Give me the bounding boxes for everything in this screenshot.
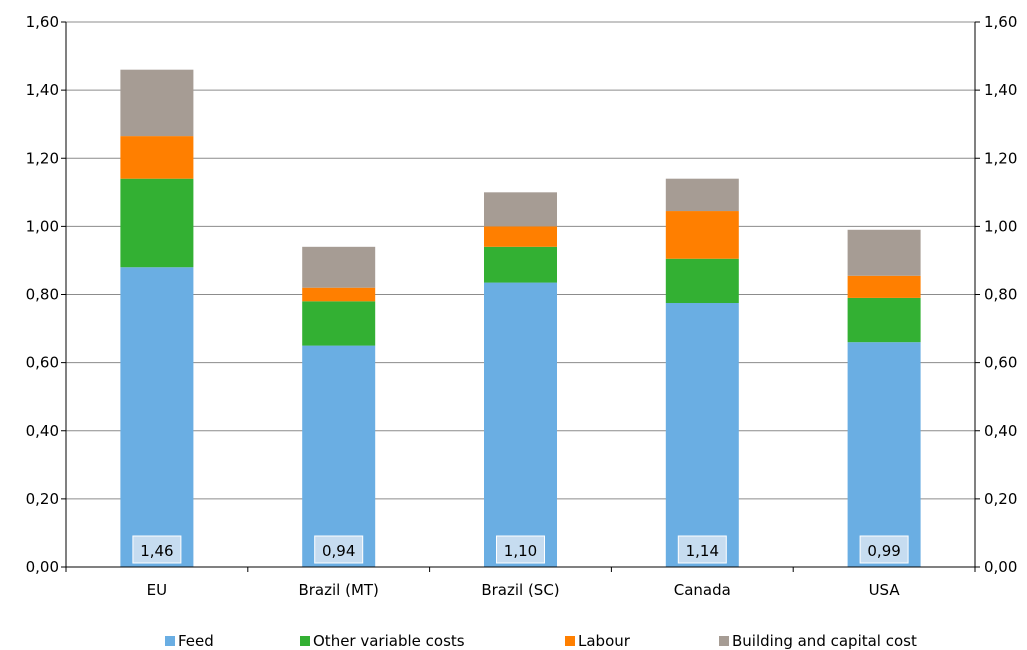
- y-tick-label-right: 0,20: [984, 490, 1017, 508]
- legend-label: Labour: [578, 632, 631, 650]
- legend-label: Building and capital cost: [732, 632, 917, 650]
- total-label: 0,94: [322, 542, 355, 560]
- bar-segment: [302, 246, 376, 288]
- bar-segment: [120, 69, 194, 137]
- legend-swatch: [719, 636, 729, 646]
- y-tick-label-left: 0,40: [26, 422, 59, 440]
- y-tick-label-left: 0,80: [26, 286, 59, 304]
- axes: 0,00 0,00 0,20 0,20 0,40 0,40 0,60 0,60 0,80 0,80…: [26, 13, 1018, 599]
- bar-segment: [302, 301, 376, 346]
- bar-segment: [120, 136, 194, 179]
- bar-segment: [120, 267, 194, 567]
- bar-segment: [484, 192, 557, 227]
- x-category-label: Brazil (SC): [481, 581, 559, 599]
- bar-segment: [665, 258, 739, 304]
- y-tick-label-right: 1,00: [984, 217, 1017, 235]
- y-tick-label-right: 1,60: [984, 13, 1017, 31]
- legend-swatch: [300, 636, 310, 646]
- bar-segment: [484, 226, 557, 247]
- y-tick-label-left: 1,00: [26, 217, 59, 235]
- y-tick-label-right: 1,20: [984, 149, 1017, 167]
- bar-segment: [120, 178, 194, 268]
- total-label: 0,99: [867, 542, 900, 560]
- total-label-box: [314, 535, 364, 564]
- x-category-label: Brazil (MT): [298, 581, 378, 599]
- bar-segment: [665, 178, 739, 212]
- legend-swatch: [565, 636, 575, 646]
- total-label-box: [677, 535, 727, 564]
- total-labels: 1,46 0,94 1,10 1,14 0,99: [132, 535, 909, 564]
- y-tick-label-right: 1,40: [984, 81, 1017, 99]
- total-label: 1,10: [504, 542, 537, 560]
- total-label-box: [496, 535, 545, 564]
- x-category-label: USA: [869, 581, 901, 599]
- bar-segment: [665, 211, 739, 259]
- y-tick-label-right: 0,00: [984, 558, 1017, 576]
- bar-segment: [847, 297, 921, 343]
- y-tick-label-right: 0,40: [984, 422, 1017, 440]
- bar-segment: [484, 246, 557, 283]
- x-category-label: Canada: [674, 581, 731, 599]
- total-label: 1,14: [686, 542, 719, 560]
- y-tick-label-left: 0,00: [26, 558, 59, 576]
- y-tick-label-left: 0,60: [26, 354, 59, 372]
- total-label-box: [132, 535, 182, 564]
- y-tick-label-left: 0,20: [26, 490, 59, 508]
- x-category-label: EU: [147, 581, 167, 599]
- y-tick-label-left: 1,40: [26, 81, 59, 99]
- legend-label: Feed: [178, 632, 214, 650]
- bar-segment: [665, 303, 739, 567]
- bar-segment: [847, 275, 921, 298]
- bar-segment: [847, 229, 921, 276]
- total-label-box: [859, 535, 909, 564]
- legend-label: Other variable costs: [313, 632, 465, 650]
- bar-segment: [484, 282, 557, 567]
- legend: Feed Other variable costs Labour Building a…: [165, 632, 917, 650]
- y-tick-label-right: 0,80: [984, 286, 1017, 304]
- bar-segment: [302, 345, 376, 567]
- y-tick-label-right: 0,60: [984, 354, 1017, 372]
- y-tick-label-left: 1,60: [26, 13, 59, 31]
- y-tick-label-left: 1,20: [26, 149, 59, 167]
- total-label: 1,46: [140, 542, 173, 560]
- bar-segment: [302, 287, 376, 302]
- bar-segment: [847, 342, 921, 567]
- legend-swatch: [165, 636, 175, 646]
- bars: [120, 69, 921, 567]
